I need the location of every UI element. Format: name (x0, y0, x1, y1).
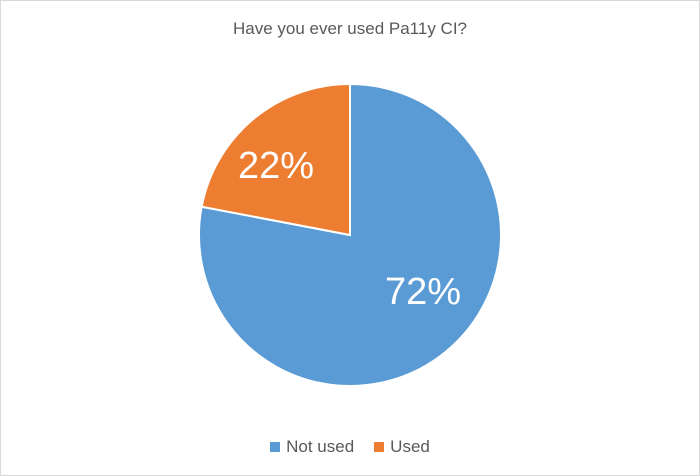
data-label-not-used: 72% (385, 271, 461, 313)
legend-swatch-used (374, 442, 385, 452)
legend-swatch-not-used (270, 442, 281, 452)
data-label-used: 22% (238, 145, 314, 187)
pie-slice-used (200, 82, 351, 237)
legend-item-not-used: Not used (270, 437, 354, 457)
legend: Not used Used (0, 437, 700, 457)
chart-title: Have you ever used Pa11y CI? (232, 19, 468, 38)
legend-label-used: Used (390, 437, 430, 456)
legend-label-not-used: Not used (286, 437, 355, 456)
legend-item-used: Used (374, 437, 430, 457)
pie-slice-not-used (198, 82, 502, 387)
